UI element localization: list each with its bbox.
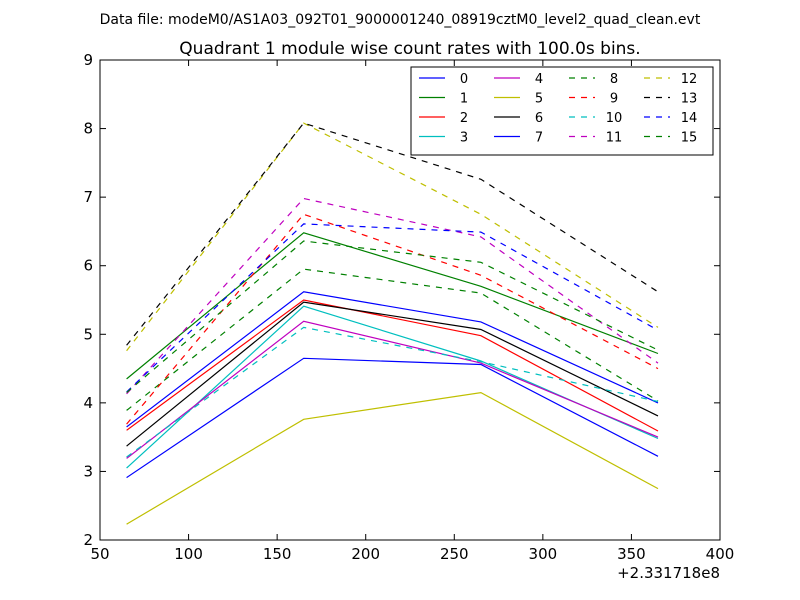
x-tick-label: 200 <box>351 545 380 563</box>
legend-label: 0 <box>460 72 468 87</box>
chart-title: Quadrant 1 module wise count rates with … <box>179 39 640 59</box>
series-line-8 <box>126 268 659 411</box>
legend-label: 10 <box>606 111 623 126</box>
y-tick-label: 3 <box>83 462 93 480</box>
legend-label: 8 <box>610 72 618 87</box>
series-line-0 <box>126 357 659 479</box>
y-tick-label: 7 <box>83 188 93 206</box>
x-tick-label: 350 <box>617 545 646 563</box>
series-line-11 <box>126 197 659 395</box>
y-tick-label: 5 <box>83 325 93 343</box>
legend-label: 14 <box>681 111 698 126</box>
series-line-4 <box>126 320 659 459</box>
legend-box <box>410 66 714 156</box>
legend-label: 9 <box>610 92 618 107</box>
legend-label: 13 <box>681 92 698 107</box>
series-line-7 <box>126 291 659 428</box>
legend-label: 15 <box>681 131 698 146</box>
series-line-12 <box>126 122 659 352</box>
plot-area <box>99 59 721 541</box>
legend-label: 6 <box>535 111 543 126</box>
x-tick-label: 100 <box>174 545 203 563</box>
series-line-10 <box>126 326 659 458</box>
legend-label: 7 <box>535 131 543 146</box>
series-line-1 <box>126 232 659 380</box>
x-tick-label: 150 <box>263 545 292 563</box>
data-file-title: Data file: modeM0/AS1A03_092T01_90000012… <box>100 12 701 28</box>
series-line-14 <box>126 223 659 393</box>
y-tick-label: 9 <box>83 51 93 69</box>
x-tick-label: 300 <box>529 545 558 563</box>
series-line-9 <box>126 213 659 425</box>
legend-label: 5 <box>535 92 543 107</box>
legend-label: 11 <box>606 131 623 146</box>
x-tick-label: 400 <box>706 545 735 563</box>
series-line-2 <box>126 299 659 432</box>
x-tick-label: 50 <box>90 545 109 563</box>
series-line-5 <box>126 391 659 525</box>
x-axis-offset-label: +2.331718e8 <box>617 564 720 582</box>
y-tick-label: 8 <box>83 120 93 138</box>
y-tick-label: 6 <box>83 257 93 275</box>
series-line-6 <box>126 301 659 447</box>
y-tick-label: 2 <box>83 531 93 549</box>
legend-label: 4 <box>535 72 543 87</box>
legend-label: 12 <box>681 72 698 87</box>
x-tick-label: 250 <box>440 545 469 563</box>
series-line-13 <box>126 122 659 346</box>
legend-label: 3 <box>460 131 468 146</box>
series-lines <box>126 122 659 525</box>
legend-label: 2 <box>460 111 468 126</box>
legend-label: 1 <box>460 92 468 107</box>
y-tick-label: 4 <box>83 394 93 412</box>
